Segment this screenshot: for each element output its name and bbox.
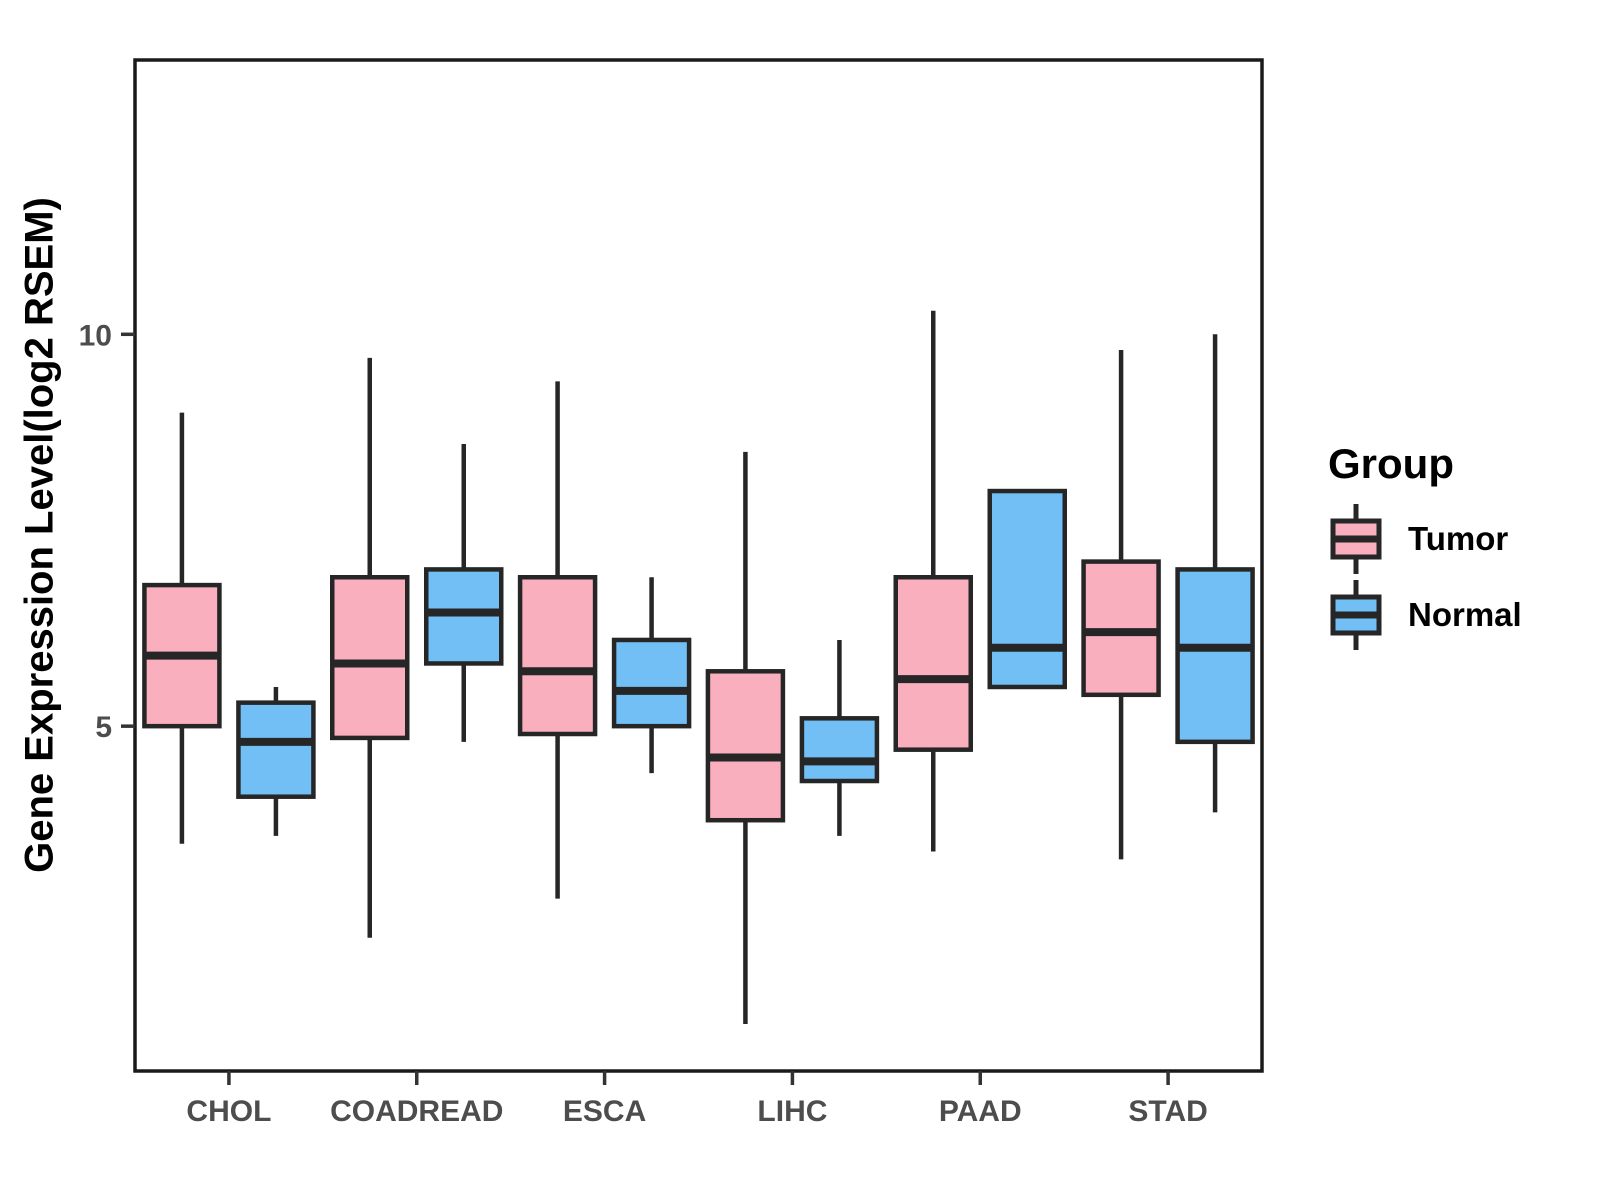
box-chol-normal [236,686,316,836]
iqr-box [236,700,316,799]
iqr-box [517,575,598,737]
iqr-box [611,637,692,729]
box-chol-tumor [142,412,222,844]
box-paad-tumor [893,310,973,852]
box-paad-normal [987,488,1067,690]
box-lihc-tumor [705,451,786,1024]
panel-border [133,58,1264,1073]
iqr-box [330,575,410,741]
iqr-box [705,669,786,823]
box-coadread-normal [424,444,504,742]
iqr-box [893,575,973,752]
box-stad-normal [1175,334,1255,813]
legend-label-tumor: Tumor [1408,520,1509,557]
x-tick-label-esca: ESCA [563,1095,646,1128]
box-esca-normal [611,577,692,774]
y-tick-label: 5 [95,711,112,744]
iqr-box [1175,567,1255,745]
legend-title: Group [1328,440,1454,487]
box-stad-tumor [1081,349,1161,860]
box-lihc-normal [799,639,880,836]
iqr-box [799,716,880,784]
legend-label-normal: Normal [1408,596,1522,633]
legend: Group Tumor Normal [1328,440,1522,650]
box-esca-tumor [517,381,598,899]
x-tick-label-coadread: COADREAD [330,1095,503,1128]
x-tick-label-chol: CHOL [186,1095,271,1128]
legend-item-normal: Normal [1328,580,1522,650]
normal-boxplot-key-icon [1330,580,1382,650]
x-tick-label-lihc: LIHC [757,1095,827,1128]
tumor-boxplot-key-icon [1330,504,1382,574]
x-tick-label-stad: STAD [1128,1095,1207,1128]
x-tick-label-paad: PAAD [939,1095,1022,1128]
legend-item-tumor: Tumor [1328,504,1522,574]
iqr-box [987,488,1067,690]
box-coadread-tumor [330,357,410,938]
y-tick-label: 10 [79,319,112,352]
